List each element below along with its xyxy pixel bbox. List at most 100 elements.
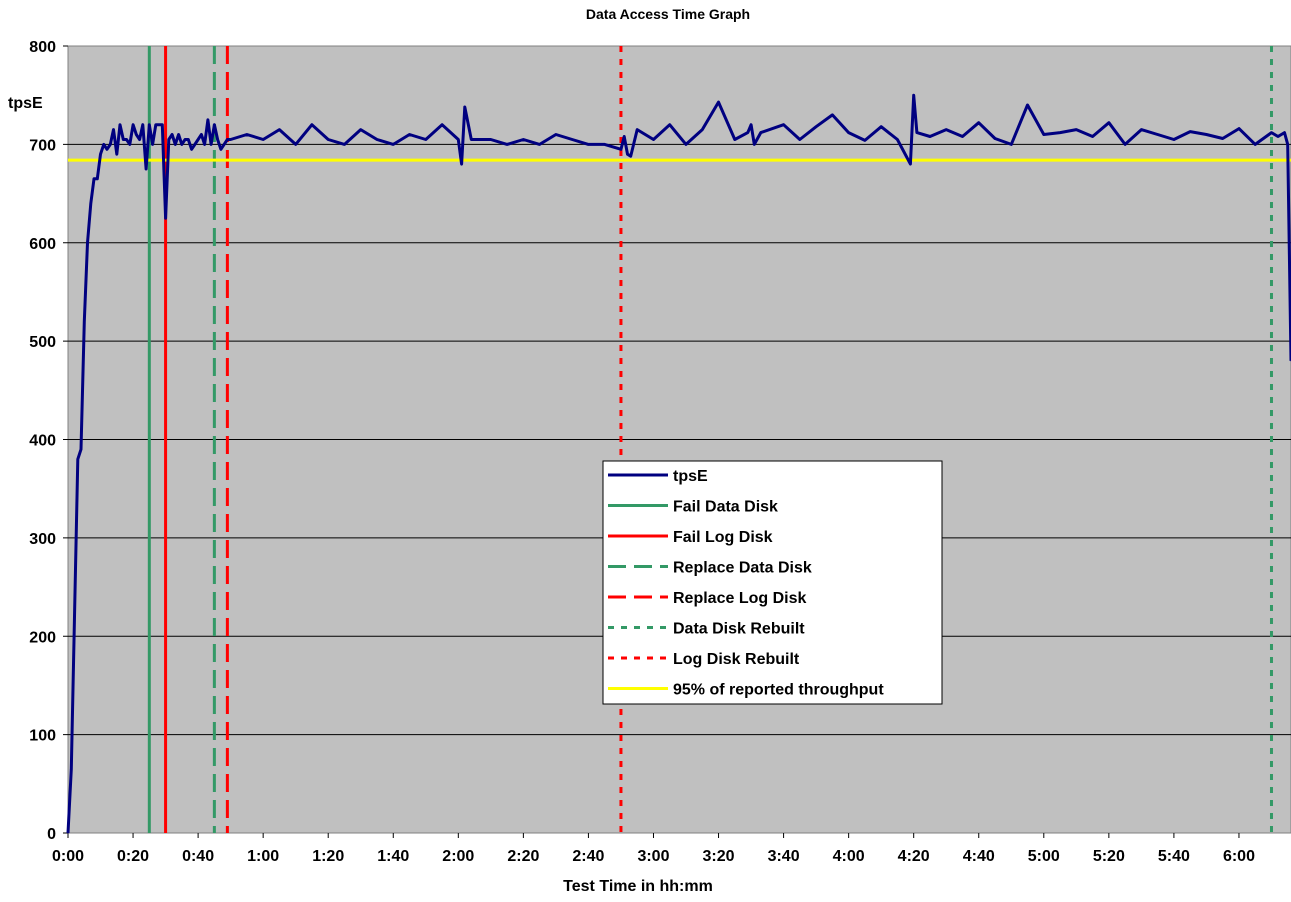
data-point <box>376 138 378 141</box>
legend-label: Data Disk Rebuilt <box>673 621 805 638</box>
data-point <box>122 138 124 141</box>
data-point <box>116 153 118 155</box>
data-point <box>464 106 466 108</box>
y-tick-label: 100 <box>29 728 56 745</box>
data-point <box>652 138 655 141</box>
data-point <box>1283 131 1286 134</box>
legend-label: Replace Log Disk <box>673 590 806 607</box>
data-point <box>604 143 606 145</box>
y-tick-labels: 0 100 200 300 400 500 600 700 800 <box>29 39 56 843</box>
x-tick-label: 3:40 <box>768 848 800 865</box>
data-point <box>1108 122 1110 124</box>
legend-label: Replace Data Disk <box>673 560 812 577</box>
data-point <box>177 133 180 136</box>
x-tick-label: 5:20 <box>1093 848 1125 865</box>
data-point <box>295 143 297 145</box>
data-point <box>83 320 85 323</box>
data-point <box>135 133 137 136</box>
x-tick-label: 2:40 <box>572 848 604 865</box>
series-line-tpse <box>66 93 1291 834</box>
x-tick-label: 5:00 <box>1028 848 1060 865</box>
data-point <box>132 124 134 126</box>
x-tick-label: 5:40 <box>1158 848 1190 865</box>
data-point <box>103 143 105 145</box>
data-point <box>174 143 176 145</box>
data-point <box>961 135 964 138</box>
data-point <box>1010 143 1012 145</box>
data-point <box>587 143 590 145</box>
y-tick-label: 600 <box>29 236 56 253</box>
data-point <box>158 124 160 126</box>
data-point <box>220 148 222 150</box>
data-point <box>151 143 154 145</box>
data-point <box>750 124 752 126</box>
data-point <box>164 217 167 219</box>
data-point <box>217 138 219 141</box>
x-tick-label: 0:00 <box>52 848 84 865</box>
data-point <box>77 458 79 460</box>
data-point <box>90 202 92 204</box>
data-point <box>978 122 980 124</box>
data-point <box>181 143 183 145</box>
y-tick-label: 200 <box>29 629 56 646</box>
data-point <box>555 133 557 136</box>
x-tick-label: 2:20 <box>507 848 539 865</box>
data-point <box>155 124 157 126</box>
data-point <box>99 153 102 155</box>
data-point <box>1140 129 1142 131</box>
data-point <box>262 138 264 141</box>
data-point <box>109 143 111 145</box>
data-point <box>571 138 573 141</box>
x-tick-label: 2:00 <box>442 848 474 865</box>
x-tick-label: 1:40 <box>377 848 409 865</box>
data-point <box>620 148 622 150</box>
data-point <box>626 153 629 155</box>
chart-title: Data Access Time Graph <box>586 6 750 22</box>
data-point <box>669 124 671 126</box>
data-point <box>223 143 225 145</box>
data-point <box>994 137 996 140</box>
gridlines <box>63 45 1291 838</box>
x-tick-label: 4:00 <box>833 848 865 865</box>
x-tick-labels: 0:00 0:20 0:40 1:00 1:20 1:40 2:00 2:20 2:40 3:00… <box>52 848 1255 865</box>
data-point <box>1205 133 1208 136</box>
data-point <box>945 129 947 131</box>
data-point <box>685 143 687 145</box>
data-point <box>457 138 459 141</box>
x-tick-label: 6:00 <box>1223 848 1255 865</box>
data-point <box>636 129 638 131</box>
data-point <box>187 138 189 141</box>
data-point <box>161 124 163 126</box>
x-tick-label: 4:20 <box>898 848 930 865</box>
data-point <box>343 143 346 145</box>
data-point <box>327 138 329 141</box>
data-point <box>848 131 850 134</box>
data-point <box>630 155 632 157</box>
data-point <box>80 448 82 450</box>
data-point <box>1157 133 1159 136</box>
y-tick-label: 400 <box>29 433 56 450</box>
data-point <box>96 178 98 180</box>
legend-label: 95% of reported throughput <box>673 682 884 699</box>
data-point <box>799 138 801 141</box>
data-point <box>539 143 541 145</box>
data-point <box>880 126 882 128</box>
data-point <box>506 143 508 145</box>
data-point <box>86 242 89 244</box>
data-point <box>916 131 918 134</box>
data-point <box>1091 135 1094 138</box>
data-point <box>148 124 150 126</box>
data-point <box>138 138 141 141</box>
data-point <box>753 143 755 145</box>
data-point <box>210 143 212 145</box>
data-point <box>93 178 95 180</box>
x-tick-label: 3:00 <box>637 848 669 865</box>
data-point <box>1277 135 1279 138</box>
x-axis-label: Test Time in hh:mm <box>563 878 713 895</box>
data-point <box>717 101 720 103</box>
data-point <box>73 615 76 618</box>
x-tick-label: 1:20 <box>312 848 344 865</box>
data-point <box>119 124 121 126</box>
x-tick-label: 3:20 <box>703 848 735 865</box>
